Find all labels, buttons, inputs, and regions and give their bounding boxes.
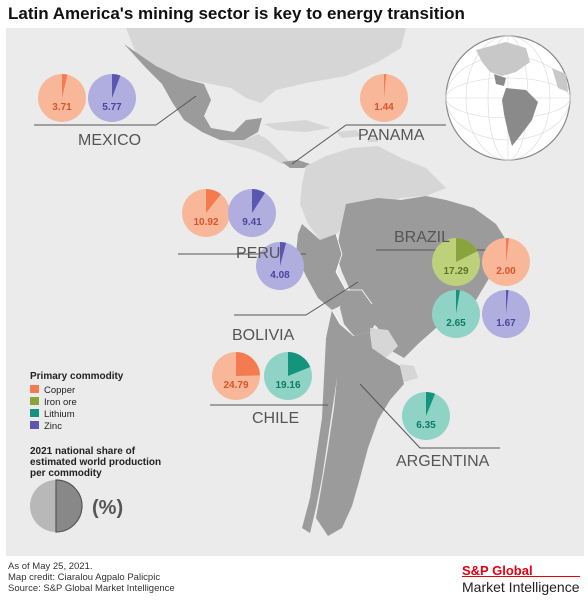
legend-note-line2: estimated world production (30, 457, 161, 468)
legend-sample-pie-wedge (55, 479, 83, 533)
pie-brazil-zinc: 1.67 (482, 289, 530, 338)
pie-chile-lithium-wedge (288, 352, 311, 376)
footer-credit: Map credit: Ciaralou Agpalo Palicpic (8, 572, 161, 583)
country-borders (331, 233, 373, 337)
caribbean-islands (264, 120, 378, 142)
pie-label-brazil-iron: 17.29 (443, 266, 468, 277)
pie-brazil-iron-wedge (456, 238, 478, 262)
uruguay-land (400, 364, 418, 382)
pie-mexico-copper: 3.71 (38, 73, 86, 122)
legend-swatch-copper (30, 385, 39, 393)
paraguay-land (370, 328, 398, 358)
pie-label-peru-copper: 10.92 (193, 217, 218, 228)
argentina-land (316, 324, 404, 536)
legend-swatch-iron-ore (30, 397, 39, 405)
pie-panama-copper-wedge (384, 74, 387, 98)
legend-swatch-zinc (30, 421, 39, 429)
pie-brazil-iron: 17.29 (432, 238, 480, 286)
legend-title: Primary commodity (30, 371, 124, 382)
label-mexico: MEXICO (78, 132, 141, 149)
legend-note-line3: per commodity (30, 468, 102, 479)
legend-note-line1: 2021 national share of (30, 446, 136, 457)
footer-source: Source: S&P Global Market Intelligence (8, 583, 175, 594)
legend-swatch-lithium (30, 409, 39, 417)
pie-brazil-copper-wedge (506, 238, 509, 262)
label-brazil: BRAZIL (394, 229, 450, 246)
label-chile: CHILE (252, 410, 299, 427)
pie-bolivia-zinc: 4.08 (256, 242, 304, 290)
brand-divider (462, 576, 580, 577)
pie-peru-copper: 10.92 (182, 189, 230, 237)
pie-label-mexico-zinc: 5.77 (102, 102, 122, 113)
pie-label-brazil-copper: 2.00 (496, 266, 516, 277)
legend: Primary commodity Copper Iron ore Lithiu… (30, 371, 161, 533)
pie-label-bolivia-zinc: 4.08 (270, 270, 290, 281)
pie-label-chile-copper: 24.79 (223, 380, 248, 391)
map-area: 3.71 5.77 1.44 10.92 9.41 4.08 17.29 2.0… (6, 28, 584, 556)
brand-name: S&P Global (462, 563, 533, 578)
pie-brazil-copper: 2.00 (482, 238, 530, 286)
globe-inset (445, 35, 571, 161)
pie-brazil-lithium: 2.65 (432, 289, 480, 338)
bolivia-land (340, 290, 378, 336)
label-panama: PANAMA (358, 127, 425, 144)
country-labels: MEXICO PANAMA PERU BRAZIL BOLIVIA CHILE … (78, 127, 490, 470)
pie-label-peru-zinc: 9.41 (242, 217, 262, 228)
pie-peru-zinc-wedge (252, 189, 265, 213)
legend-percent-label: (%) (92, 497, 123, 519)
pie-label-brazil-zinc: 1.67 (496, 318, 516, 329)
mexico-land (124, 44, 262, 140)
pie-chile-copper-wedge (236, 352, 260, 376)
pie-label-argentina-lithium: 6.35 (416, 420, 436, 431)
pie-argentina-lithium: 6.35 (402, 392, 450, 440)
pie-bolivia-zinc-wedge (280, 242, 287, 266)
peru-land (296, 224, 346, 310)
map-svg: 3.71 5.77 1.44 10.92 9.41 4.08 17.29 2.0… (6, 28, 584, 556)
footer-notes: As of May 25, 2021. Map credit: Ciaralou… (8, 561, 175, 594)
pie-label-chile-lithium: 19.16 (275, 380, 300, 391)
north-america-land (126, 28, 406, 103)
legend-item-iron-ore: Iron ore (44, 397, 77, 408)
label-bolivia: BOLIVIA (232, 327, 295, 344)
map-title: Latin America's mining sector is key to … (8, 4, 465, 23)
footer-date: As of May 25, 2021. (8, 561, 93, 572)
central-america-land (220, 134, 290, 164)
legend-item-lithium: Lithium (44, 409, 75, 420)
pie-label-panama-copper: 1.44 (374, 102, 394, 113)
brand-subtitle: Market Intelligence (462, 579, 580, 595)
pie-argentina-lithium-wedge (426, 392, 436, 416)
pie-mexico-copper-wedge (62, 73, 68, 98)
label-peru: PERU (236, 245, 280, 262)
legend-item-copper: Copper (44, 385, 75, 396)
pie-label-brazil-lithium: 2.65 (446, 318, 466, 329)
pie-brazil-lithium-wedge (456, 289, 460, 314)
legend-item-zinc: Zinc (44, 421, 62, 432)
pie-chile-copper: 24.79 (212, 352, 260, 400)
pie-mexico-zinc-wedge (112, 73, 121, 98)
chile-land (302, 310, 340, 533)
pie-panama-copper: 1.44 (360, 74, 408, 122)
panama-land (282, 160, 310, 168)
pie-chile-lithium: 19.16 (264, 352, 312, 400)
pie-label-mexico-copper: 3.71 (52, 102, 72, 113)
pie-peru-copper-wedge (206, 189, 221, 213)
label-argentina: ARGENTINA (396, 453, 490, 470)
pie-mexico-zinc: 5.77 (88, 73, 136, 122)
brazil-land (336, 196, 506, 358)
pie-brazil-zinc-wedge (506, 289, 509, 314)
south-america-other-land (300, 146, 446, 240)
pie-peru-zinc: 9.41 (228, 189, 276, 237)
